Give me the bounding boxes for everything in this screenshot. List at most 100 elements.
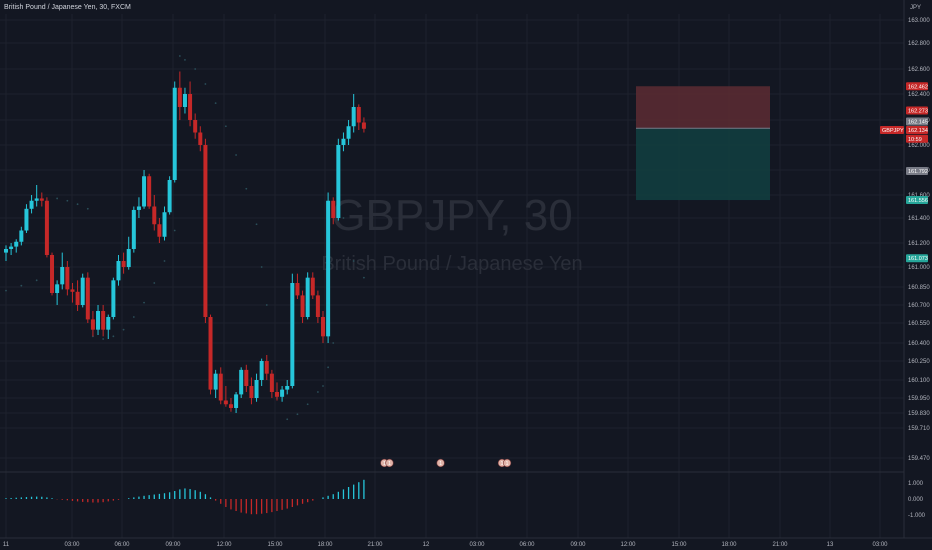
- candle-body: [85, 277, 90, 320]
- time-tick-label: 03:00: [64, 542, 80, 548]
- momentum-histogram: [5, 479, 365, 515]
- candle-body: [60, 267, 65, 285]
- price-tick-label: 161.000: [908, 265, 930, 271]
- candle-body: [208, 317, 213, 390]
- candle: [280, 386, 285, 402]
- candle: [167, 176, 172, 215]
- candle-body: [75, 291, 80, 305]
- candle-body: [80, 277, 85, 305]
- price-tag-bg: [906, 167, 928, 175]
- price-tag-label: 162.145: [908, 120, 928, 126]
- candle: [147, 173, 152, 209]
- axis-currency: JPY: [910, 5, 921, 11]
- candle-body: [182, 94, 187, 107]
- sar-point: [224, 125, 227, 128]
- candle-body: [126, 249, 131, 267]
- candle-body: [96, 311, 101, 330]
- sar-point: [363, 276, 365, 279]
- sar-point: [132, 316, 135, 318]
- candle: [208, 314, 213, 395]
- candle-body: [300, 295, 305, 317]
- candle: [152, 195, 157, 231]
- event-circle: [502, 458, 512, 468]
- candle-body: [55, 284, 60, 293]
- time-tick-label: 12:00: [620, 542, 636, 548]
- candle: [346, 120, 351, 145]
- candle: [223, 386, 228, 407]
- candle: [315, 290, 320, 323]
- price-tag-bg: [906, 82, 928, 91]
- watermark-symbol: GBPJPY, 30: [331, 191, 572, 240]
- candle-body: [218, 373, 223, 401]
- time-tick-label: 06:00: [114, 542, 130, 548]
- sar-point: [296, 413, 299, 416]
- candle: [90, 311, 95, 337]
- sar-point: [184, 59, 186, 61]
- candle-body: [310, 277, 315, 296]
- candle: [157, 218, 162, 243]
- candle: [34, 185, 39, 207]
- time-tick-label: 15:00: [267, 542, 283, 548]
- sar-point: [5, 289, 7, 292]
- candle: [259, 358, 264, 386]
- parabolic-sar: [5, 55, 365, 421]
- price-tick-label: 159.470: [908, 456, 930, 462]
- sar-point: [332, 342, 335, 344]
- price-tick-label: 161.400: [908, 216, 930, 222]
- candle-body: [203, 145, 208, 317]
- price-tag-label: GBPJPY: [882, 128, 904, 134]
- time-tick-label: 18:00: [721, 542, 737, 548]
- event-count: 1: [439, 461, 442, 467]
- candle: [131, 206, 136, 253]
- candle: [172, 81, 177, 183]
- price-tick-label: 161.200: [908, 241, 930, 247]
- candle-body: [198, 132, 203, 145]
- candle: [55, 280, 60, 305]
- candle-body: [162, 212, 167, 237]
- candle: [19, 226, 24, 246]
- stop-loss-zone: [636, 86, 770, 129]
- sar-point: [102, 338, 105, 340]
- candle: [116, 255, 121, 286]
- candle: [244, 364, 249, 392]
- candle: [290, 273, 295, 389]
- price-tick-label: 159.830: [908, 411, 930, 417]
- sar-point: [204, 83, 207, 85]
- candle: [254, 373, 259, 402]
- candle: [4, 245, 8, 261]
- candle: [341, 132, 346, 152]
- grid: [0, 14, 904, 538]
- price-tick-label: 160.400: [908, 341, 930, 347]
- time-tick-label: 06:00: [519, 542, 535, 548]
- candle: [203, 138, 208, 323]
- candle: [269, 369, 274, 398]
- candle-body: [9, 246, 14, 249]
- candle-body: [280, 389, 285, 397]
- price-tag: 162.145: [906, 117, 928, 126]
- event-marker: 1: [436, 458, 445, 468]
- candle-body: [346, 126, 351, 139]
- event-count: 1: [501, 461, 504, 467]
- candle: [213, 369, 218, 398]
- candle: [218, 367, 223, 405]
- candle-body: [193, 120, 198, 133]
- histogram-tick-label: 1.000: [908, 481, 924, 487]
- price-tick-label: 159.950: [908, 396, 930, 402]
- sar-point: [122, 328, 125, 331]
- candle: [142, 170, 147, 209]
- price-tag-label: 10:59: [908, 137, 922, 143]
- sar-point: [178, 55, 181, 57]
- candle-body: [65, 267, 70, 290]
- sar-point: [352, 260, 355, 262]
- candle-body: [228, 404, 233, 408]
- chart-title: British Pound / Japanese Yen, 30, FXCM: [4, 4, 131, 11]
- candle-body: [167, 180, 172, 213]
- price-tag: GBPJPY: [880, 126, 904, 134]
- price-tag: 10:59: [906, 134, 928, 143]
- candle: [264, 355, 269, 380]
- candle-body: [326, 200, 331, 337]
- candle: [80, 273, 85, 308]
- candle-body: [111, 280, 116, 317]
